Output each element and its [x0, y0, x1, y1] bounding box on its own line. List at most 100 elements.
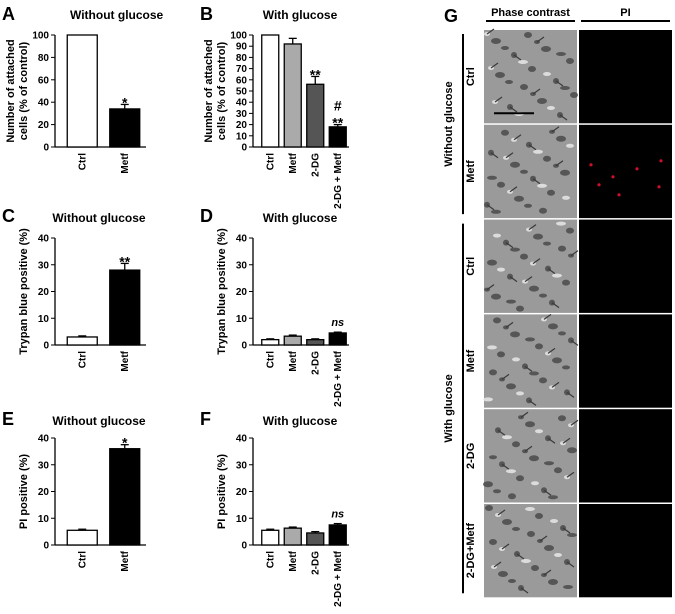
category-label: 2-DG + Metf	[333, 152, 344, 209]
y-tick-label: 40	[38, 98, 50, 109]
column-header: Phase contrast	[491, 7, 570, 19]
y-tick-label: 10	[236, 314, 248, 325]
y-tick-label: 90	[236, 42, 248, 53]
y-tick-label: 0	[241, 341, 247, 352]
y-tick-label: 50	[236, 87, 248, 98]
y-tick-label: 10	[38, 514, 50, 525]
category-label: Metf	[120, 350, 131, 371]
y-tick-label: 20	[236, 120, 248, 131]
bar-metf	[109, 108, 141, 148]
group-label: Without glucose	[443, 81, 455, 166]
y-axis-label: PI positive (%)	[216, 454, 228, 530]
chart-c: C Without glucose Trypan blue positive (%)…	[2, 206, 146, 372]
bar-ctrl	[261, 34, 280, 148]
phase-contrast-image	[484, 28, 578, 124]
category-label: Metf	[288, 350, 299, 371]
y-tick-label: 40	[236, 98, 248, 109]
significance-label: **	[119, 253, 130, 269]
chart-title: With glucose	[263, 211, 338, 225]
pi-positive-cell	[657, 185, 661, 189]
category-label: 2-DG	[310, 351, 321, 375]
y-tick-label: 60	[236, 75, 248, 86]
y-tick-label: 20	[38, 287, 50, 298]
category-label: Ctrl	[77, 153, 88, 170]
y-tick-label: 30	[236, 109, 248, 120]
bar-ctrl	[66, 34, 98, 148]
y-tick-label: 0	[43, 341, 49, 352]
row-label: Metf	[465, 160, 477, 183]
phase-contrast-image	[484, 219, 579, 313]
y-tick-label: 0	[43, 541, 49, 552]
y-tick-label: 80	[38, 53, 50, 64]
panel-letter: A	[2, 4, 15, 24]
chart-f: F With glucose PI positive (%) 0 10 20 30 40 Ctr…	[200, 409, 349, 607]
panel-letter: F	[200, 409, 211, 429]
phase-contrast-image	[484, 504, 577, 598]
category-label: Ctrl	[77, 551, 88, 568]
y-tick-label: 20	[38, 487, 50, 498]
y-axis-label: Trypan blue positive (%)	[216, 228, 228, 355]
category-label: Ctrl	[265, 153, 276, 170]
chart-title: With glucose	[263, 8, 338, 22]
group-label: With glucose	[443, 374, 455, 442]
y-axis-label: cells (% of control)	[216, 41, 228, 140]
category-label: 2-DG + Metf	[333, 350, 344, 407]
category-label: 2-DG	[310, 153, 321, 177]
significance-label: #	[334, 98, 342, 114]
significance-label: *	[122, 435, 128, 451]
panel-letter: E	[2, 409, 14, 429]
y-tick-label: 20	[236, 487, 248, 498]
significance-label: **	[332, 115, 343, 131]
row-label: Metf	[465, 349, 477, 372]
y-tick-label: 30	[38, 260, 50, 271]
panel-letter: D	[200, 206, 213, 226]
panel-letter: C	[2, 206, 15, 226]
category-label: Metf	[288, 152, 299, 173]
pi-positive-cell	[617, 193, 621, 197]
panel-letter: B	[200, 4, 213, 24]
phase-contrast-image	[483, 313, 579, 408]
category-label: 2-DG	[310, 551, 321, 575]
category-label: Metf	[120, 550, 131, 571]
panel-letter: G	[444, 6, 458, 26]
category-label: Ctrl	[265, 551, 276, 568]
y-tick-label: 100	[32, 31, 49, 42]
bar-metf	[109, 448, 141, 546]
y-tick-label: 80	[236, 53, 248, 64]
y-tick-label: 30	[236, 260, 248, 271]
significance-label: *	[122, 94, 128, 110]
category-label: 2-DG + Metf	[333, 550, 344, 607]
y-tick-label: 30	[236, 460, 248, 471]
pi-positive-cell	[659, 159, 663, 163]
chart-d: D With glucose Trypan blue positive (%) 0 10…	[200, 206, 349, 407]
column-header: PI	[620, 7, 630, 19]
chart-title: Without glucose	[52, 414, 146, 428]
category-label: Ctrl	[77, 351, 88, 368]
chart-title: With glucose	[263, 414, 338, 428]
phase-contrast-image	[484, 124, 577, 219]
row-label: Ctrl	[465, 257, 477, 276]
y-tick-label: 40	[236, 434, 248, 445]
pi-image	[579, 409, 672, 503]
pi-image	[579, 219, 672, 313]
row-label: 2-DG+Metf	[465, 523, 477, 579]
y-tick-label: 10	[236, 131, 248, 142]
significance-label: **	[310, 66, 321, 82]
chart-e: E Without glucose PI positive (%) 0 10 20 30 40…	[2, 409, 146, 572]
y-axis-label: PI positive (%)	[18, 454, 30, 530]
y-tick-label: 10	[38, 314, 50, 325]
ns-label: ns	[331, 509, 344, 521]
y-tick-label: 70	[236, 64, 248, 75]
pi-positive-cell	[589, 163, 593, 167]
pi-positive-cell	[597, 183, 601, 187]
chart-a: A Without glucose Number of attached cells …	[2, 4, 164, 174]
y-tick-label: 60	[38, 75, 50, 86]
chart-b: B With glucose Number of attached cells (% …	[200, 4, 349, 209]
y-axis-label: Number of attached	[203, 39, 215, 142]
pi-image	[579, 504, 672, 598]
category-label: Ctrl	[265, 351, 276, 368]
y-tick-label: 30	[38, 460, 50, 471]
y-tick-label: 0	[241, 143, 247, 154]
